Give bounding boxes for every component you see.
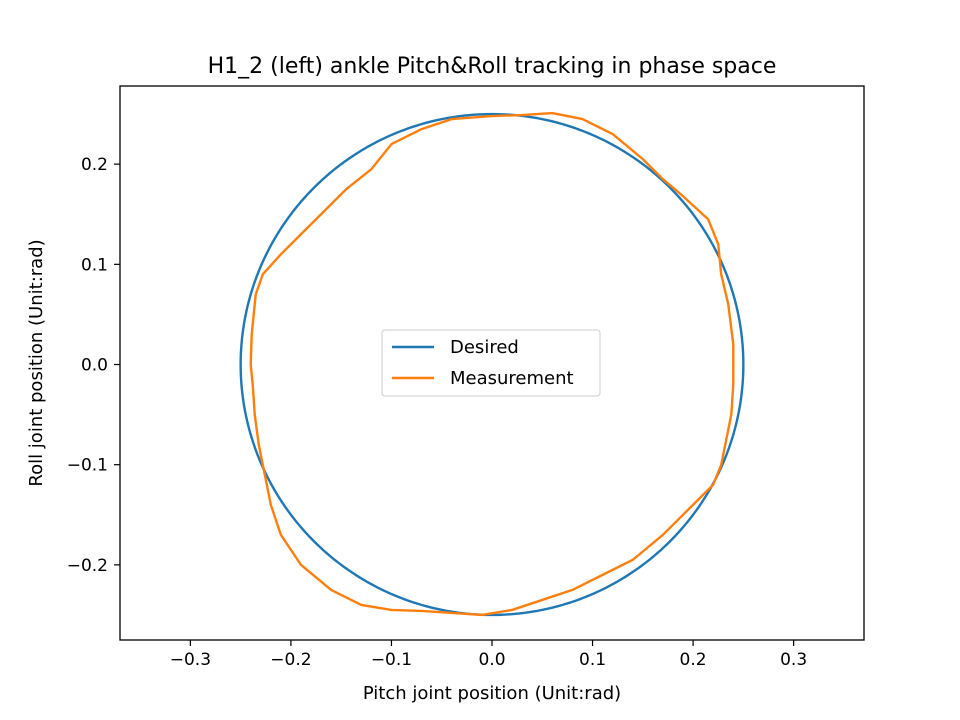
legend-label: Desired xyxy=(450,337,519,358)
legend: Desired Measurement xyxy=(381,329,601,397)
y-tick-label: 0.0 xyxy=(81,356,108,376)
y-axis-label: Roll joint position (Unit:rad) xyxy=(26,239,47,486)
plot-area xyxy=(239,111,745,617)
y-axis: −0.2 −0.1 0.0 0.1 0.2 xyxy=(67,155,120,576)
y-tick-label: 0.1 xyxy=(81,255,108,275)
x-tick-label: 0.1 xyxy=(579,650,606,670)
x-tick-label: −0.2 xyxy=(270,650,311,670)
x-tick-label: −0.3 xyxy=(170,650,211,670)
x-tick-label: 0.0 xyxy=(478,650,505,670)
y-tick-label: 0.2 xyxy=(81,155,108,175)
x-tick-label: −0.1 xyxy=(371,650,412,670)
x-tick-label: 0.2 xyxy=(680,650,707,670)
x-tick-label: 0.3 xyxy=(780,650,807,670)
x-axis: −0.3 −0.2 −0.1 0.0 0.1 0.2 0.3 xyxy=(170,640,807,670)
x-axis-label: Pitch joint position (Unit:rad) xyxy=(363,683,621,704)
legend-box xyxy=(381,329,601,397)
series-line-desired xyxy=(239,112,745,617)
y-tick-label: −0.1 xyxy=(67,456,108,476)
chart-title: H1_2 (left) ankle Pitch&Roll tracking in… xyxy=(208,54,777,79)
y-tick-label: −0.2 xyxy=(67,556,108,576)
legend-label: Measurement xyxy=(450,368,574,389)
series-line-measurement xyxy=(249,111,735,617)
